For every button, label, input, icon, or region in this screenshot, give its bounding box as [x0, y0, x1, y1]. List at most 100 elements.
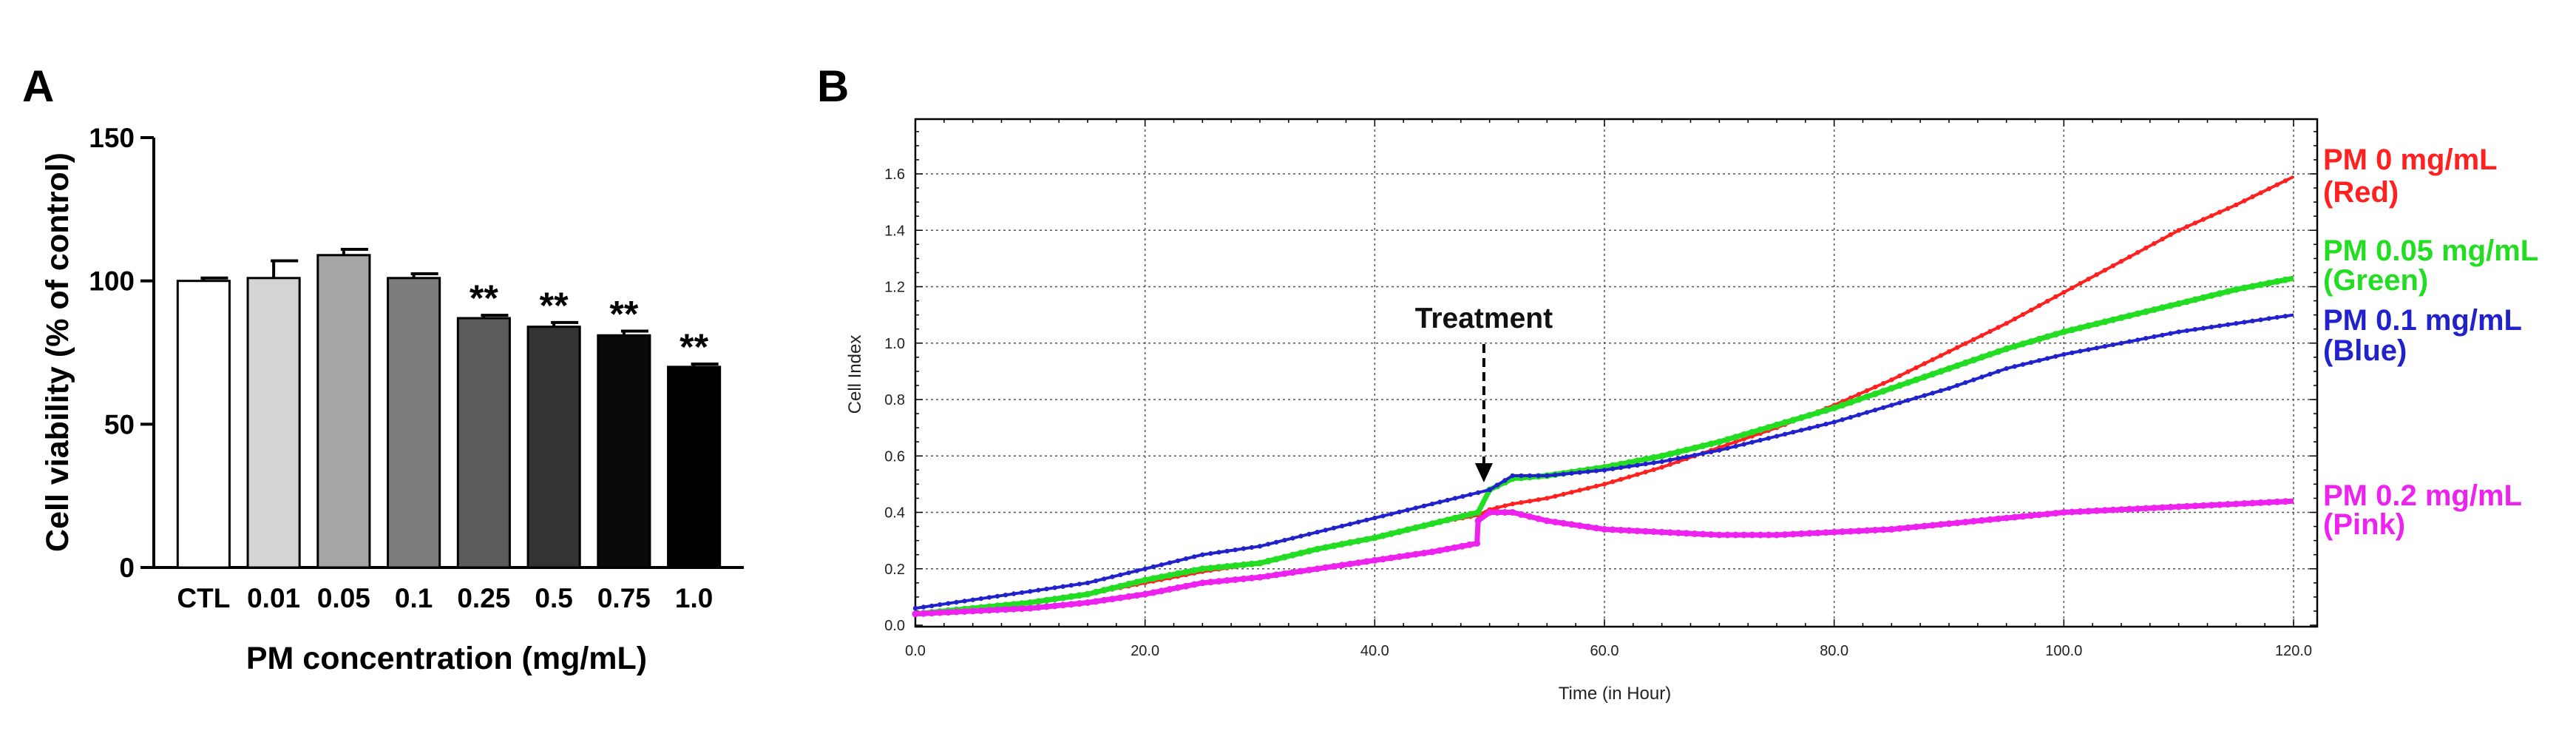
b-data-point [1330, 563, 1338, 570]
b-x-axis-title: Time (in Hour) [1559, 684, 1671, 704]
b-data-point [1224, 563, 1231, 570]
b-data-point [1451, 544, 1458, 551]
b-data-point [1060, 594, 1067, 602]
b-data-point [1314, 545, 1321, 553]
b-data-point [1502, 478, 1508, 483]
b-data-point [1306, 548, 1313, 555]
b-data-point [2242, 320, 2247, 325]
b-data-point [1627, 474, 1632, 479]
b-data-point [1248, 560, 1255, 567]
b-data-point [1856, 412, 1862, 417]
b-data-point [1289, 551, 1296, 559]
b-data-point [2110, 263, 2116, 269]
b-data-point [1330, 542, 1338, 550]
b-y-tick-label: 1.2 [884, 280, 905, 296]
a-x-tick-label: 0.05 [317, 583, 370, 613]
b-data-point [2250, 318, 2255, 323]
b-data-point [1298, 550, 1304, 556]
a-significance-mark: ** [540, 285, 569, 326]
b-data-point [1142, 590, 1149, 598]
b-data-point [1166, 572, 1173, 579]
b-data-point [1174, 584, 1182, 591]
b-data-point [1289, 569, 1296, 576]
b-data-point [1633, 457, 1641, 465]
b-data-point [1684, 454, 1689, 459]
b-data-point [1782, 431, 1788, 437]
b-data-point [1034, 598, 1042, 605]
a-bar [316, 254, 371, 569]
b-x-tick-label: 100.0 [2045, 643, 2082, 659]
b-data-point [1241, 546, 1247, 551]
b-data-point [2052, 331, 2059, 338]
b-data-point [1182, 568, 1190, 576]
b-data-point [1683, 530, 1690, 537]
b-data-point [2216, 290, 2223, 297]
b-data-point [1380, 513, 1386, 519]
b-data-point [1200, 552, 1205, 557]
b-data-point [1658, 452, 1666, 459]
b-data-point [1683, 446, 1690, 454]
b-data-point [970, 597, 975, 602]
b-data-point [1584, 523, 1592, 530]
b-data-point [1749, 439, 1755, 445]
b-data-point [2266, 316, 2271, 321]
b-data-point [1150, 589, 1157, 596]
b-data-point [1773, 531, 1780, 539]
b-data-point [2274, 182, 2280, 187]
b-data-point [2077, 324, 2084, 331]
b-data-point [2249, 283, 2256, 290]
b-data-point [1667, 462, 1672, 467]
b-data-point [1610, 466, 1616, 471]
b-data-point [1347, 522, 1353, 527]
b-data-point [1436, 518, 1443, 525]
panel-a-label: A [22, 61, 54, 111]
b-data-point [2143, 336, 2149, 341]
b-data-point [1519, 473, 1524, 479]
b-y-tick-label: 0.6 [884, 448, 905, 465]
b-data-point [1938, 388, 1944, 394]
b-data-point [994, 606, 1001, 613]
b-data-point [1371, 534, 1378, 542]
b-data-point [1715, 531, 1723, 539]
b-data-point [962, 599, 967, 604]
b-data-point [1569, 490, 1574, 495]
a-x-axis-title: PM concentration (mg/mL) [246, 641, 647, 676]
b-data-point [920, 610, 927, 617]
b-y-axis-title: Cell Index [845, 335, 865, 414]
b-y-tick-label: 0.4 [884, 505, 905, 522]
b-data-point [1741, 531, 1748, 539]
b-data-point [1996, 325, 2001, 330]
b-data-point [1256, 573, 1264, 581]
b-data-point [1996, 368, 2001, 374]
b-data-point [1856, 391, 1862, 397]
b-data-point [1675, 459, 1681, 465]
b-data-point [1232, 576, 1239, 583]
b-data-point [1962, 359, 1969, 366]
b-data-point [1945, 520, 1953, 528]
b-data-point [1568, 521, 1576, 528]
b-data-point [2011, 513, 2019, 521]
b-data-point [1741, 442, 1746, 447]
b-data-point [1142, 576, 1149, 584]
b-data-point [2020, 362, 2026, 367]
b-data-point [1545, 473, 1550, 479]
b-data-point [1773, 421, 1780, 428]
b-data-point [2053, 294, 2058, 300]
b-data-point [1651, 460, 1656, 465]
b-data-point [986, 607, 993, 614]
b-data-point [1675, 456, 1681, 461]
b-data-point [1847, 528, 1854, 535]
a-x-tick-label: 1.0 [675, 583, 713, 613]
b-data-point [1757, 426, 1764, 434]
b-data-point [2282, 276, 2289, 283]
a-significance-mark: ** [470, 277, 498, 319]
b-data-point [2028, 307, 2034, 313]
b-data-point [1995, 515, 2002, 522]
b-data-point [2266, 186, 2271, 192]
b-data-point [2274, 277, 2281, 285]
b-data-point [1397, 509, 1402, 515]
b-data-point [1437, 499, 1443, 505]
b-data-point [1937, 521, 1945, 528]
b-data-point [1510, 473, 1515, 479]
b-data-point [1026, 604, 1034, 612]
